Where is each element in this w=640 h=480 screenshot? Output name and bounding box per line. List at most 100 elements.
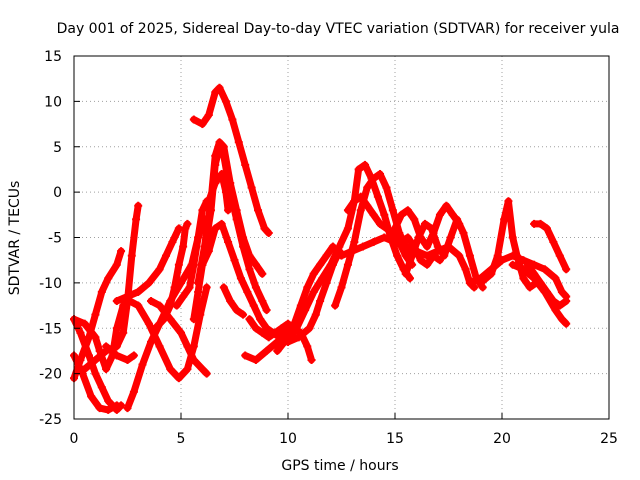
data-point-marker xyxy=(307,356,316,365)
data-point-marker xyxy=(446,233,455,242)
data-point-marker xyxy=(194,233,203,242)
data-point-marker xyxy=(284,337,292,346)
data-point-marker xyxy=(549,297,558,306)
data-point-marker xyxy=(91,310,100,319)
series-arc30 xyxy=(477,197,540,291)
data-point-marker xyxy=(401,242,410,251)
data-point-marker xyxy=(129,351,138,360)
data-point-marker xyxy=(247,183,256,192)
data-point-marker xyxy=(493,251,502,260)
data-point-marker xyxy=(194,287,203,296)
data-point-marker xyxy=(311,310,320,319)
y-tick-label: -20 xyxy=(39,367,62,383)
y-tick-label: 0 xyxy=(53,185,62,201)
data-point-marker xyxy=(144,278,153,287)
data-point-marker xyxy=(277,324,286,333)
data-point-marker xyxy=(303,342,312,351)
series-arc9 xyxy=(147,297,211,378)
data-point-marker xyxy=(241,351,250,360)
data-point-marker xyxy=(448,210,457,219)
data-point-marker xyxy=(112,401,121,410)
data-point-marker xyxy=(361,160,370,169)
data-point-marker xyxy=(416,256,425,265)
data-point-marker xyxy=(189,115,198,124)
data-point-marker xyxy=(316,297,325,306)
x-tick-label: 15 xyxy=(386,431,404,447)
data-point-marker xyxy=(226,179,235,188)
data-point-marker xyxy=(243,287,252,296)
data-point-marker xyxy=(273,346,282,355)
data-point-marker xyxy=(373,192,382,201)
data-point-marker xyxy=(251,283,260,292)
data-point-marker xyxy=(562,319,571,328)
data-point-marker xyxy=(369,210,378,219)
data-point-marker xyxy=(155,301,164,310)
data-point-marker xyxy=(112,351,121,360)
data-point-marker xyxy=(309,287,318,296)
data-point-marker xyxy=(536,278,545,287)
data-point-marker xyxy=(350,238,359,247)
data-series xyxy=(70,83,571,414)
data-point-marker xyxy=(504,197,513,206)
data-point-marker xyxy=(260,224,269,233)
data-point-marker xyxy=(245,265,254,274)
data-point-marker xyxy=(219,283,228,292)
data-point-marker xyxy=(84,333,93,342)
data-point-marker xyxy=(410,215,419,224)
data-point-marker xyxy=(198,206,207,215)
data-point-marker xyxy=(91,369,100,378)
data-point-marker xyxy=(76,356,85,365)
data-point-marker xyxy=(189,315,198,324)
data-point-marker xyxy=(230,256,239,265)
data-point-marker xyxy=(420,219,429,228)
data-point-marker xyxy=(562,265,571,274)
data-point-marker xyxy=(551,274,560,283)
data-point-marker xyxy=(232,306,241,315)
x-tick-label: 25 xyxy=(600,431,618,447)
data-point-marker xyxy=(322,251,331,260)
data-point-marker xyxy=(76,328,85,337)
data-point-marker xyxy=(542,287,551,296)
data-point-marker xyxy=(358,242,367,251)
data-point-marker xyxy=(211,179,220,188)
data-point-marker xyxy=(382,224,391,233)
data-point-marker xyxy=(239,233,248,242)
data-point-marker xyxy=(241,160,250,169)
data-point-marker xyxy=(112,324,121,333)
data-point-marker xyxy=(258,297,267,306)
data-point-marker xyxy=(189,356,198,365)
data-point-marker xyxy=(555,301,564,310)
data-point-marker xyxy=(292,324,301,333)
data-point-marker xyxy=(343,206,352,215)
x-tick-label: 0 xyxy=(70,431,79,447)
data-point-marker xyxy=(382,183,391,192)
data-point-marker xyxy=(134,287,143,296)
data-point-marker xyxy=(388,206,397,215)
data-point-marker xyxy=(376,169,385,178)
data-point-marker xyxy=(465,278,474,287)
data-point-marker xyxy=(410,242,419,251)
data-point-marker xyxy=(181,224,190,233)
data-point-marker xyxy=(487,269,496,278)
data-point-marker xyxy=(523,260,532,269)
data-point-marker xyxy=(97,383,106,392)
data-point-marker xyxy=(254,206,263,215)
data-point-marker xyxy=(519,265,528,274)
data-point-marker xyxy=(215,83,224,92)
data-point-marker xyxy=(350,197,359,206)
x-axis-label: GPS time / hours xyxy=(281,458,398,474)
data-point-marker xyxy=(177,328,185,337)
data-point-marker xyxy=(331,301,340,310)
data-point-marker xyxy=(440,251,449,260)
data-point-marker xyxy=(403,206,412,215)
data-point-marker xyxy=(224,206,233,215)
series-arc17 xyxy=(220,283,247,319)
series-arc6 xyxy=(102,342,138,364)
data-point-marker xyxy=(429,251,438,260)
data-point-marker xyxy=(159,315,168,324)
data-point-marker xyxy=(356,192,365,201)
data-point-marker xyxy=(215,138,224,147)
data-point-marker xyxy=(249,301,258,310)
y-tick-label: 15 xyxy=(44,49,62,65)
data-point-marker xyxy=(236,274,245,283)
